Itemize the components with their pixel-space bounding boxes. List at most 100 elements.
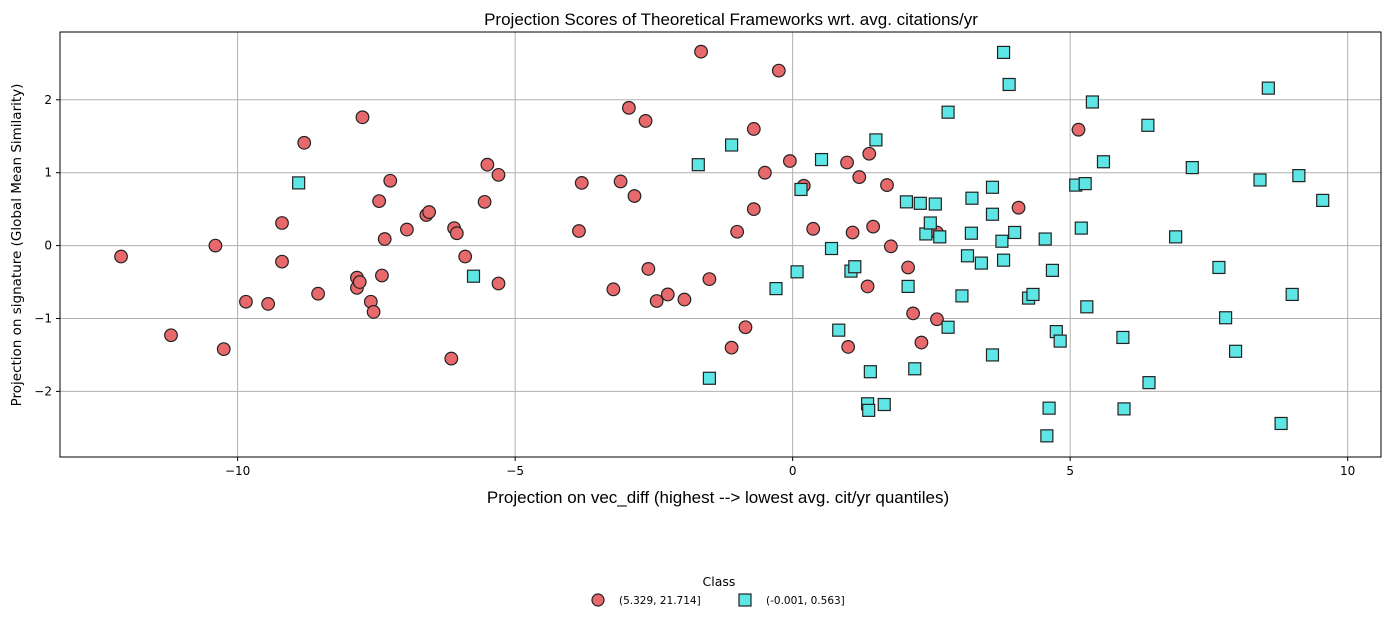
- data-point-square: [899, 195, 914, 209]
- legend: Class (5.329, 21.714] (-0.001, 0.563]: [591, 574, 845, 607]
- data-point-square: [1085, 95, 1099, 109]
- data-point-square: [1185, 160, 1199, 175]
- data-point-square: [941, 320, 955, 334]
- data-point-circle: [375, 268, 389, 283]
- data-point-square: [702, 371, 716, 385]
- data-point-square: [941, 105, 955, 119]
- y-tick-label: 1: [44, 166, 52, 180]
- data-point-square: [964, 226, 978, 240]
- data-point-square: [862, 403, 876, 417]
- data-point-square: [985, 207, 1000, 221]
- data-point-circle: [297, 135, 312, 150]
- data-point-square: [814, 152, 829, 167]
- data-point-circle: [860, 279, 875, 294]
- data-point-circle: [383, 173, 398, 188]
- data-point-square: [1285, 287, 1299, 302]
- data-point-circle: [758, 165, 772, 180]
- x-tick-label: −10: [225, 464, 250, 478]
- data-point-circle: [574, 176, 589, 190]
- y-tick-label: 0: [44, 239, 52, 253]
- data-point-circle: [883, 239, 898, 254]
- data-point-circle: [746, 122, 761, 136]
- data-point-circle: [638, 114, 653, 128]
- data-point-square: [691, 158, 705, 172]
- data-point-circle: [1011, 200, 1026, 215]
- data-point-square: [466, 269, 481, 283]
- data-point-square: [863, 365, 877, 379]
- data-point-circle: [275, 254, 289, 269]
- data-point-circle: [275, 216, 289, 230]
- data-point-circle: [352, 275, 367, 289]
- data-point-square: [1008, 225, 1022, 240]
- data-point-square: [1096, 155, 1111, 169]
- data-point-square: [794, 182, 808, 197]
- data-point-square: [913, 196, 927, 210]
- data-point-circle: [627, 189, 642, 203]
- data-point-square: [1038, 232, 1052, 246]
- data-point-circle: [724, 340, 739, 355]
- data-point-circle: [841, 340, 856, 354]
- data-point-circle: [261, 297, 276, 311]
- data-point-square: [923, 216, 937, 230]
- data-point-circle: [491, 276, 506, 291]
- x-tick-label: 0: [789, 464, 797, 478]
- data-point-circle: [840, 155, 854, 170]
- data-point-circle: [311, 286, 325, 301]
- data-point-square: [1141, 118, 1155, 132]
- data-point-circle: [771, 63, 786, 78]
- data-point-circle: [660, 287, 675, 302]
- legend-marker-low-class: [738, 593, 752, 607]
- data-point-square: [919, 227, 933, 241]
- data-point-square: [1053, 334, 1067, 348]
- data-point-circle: [649, 294, 664, 308]
- data-point-circle: [477, 194, 492, 209]
- data-point-circle: [458, 249, 473, 264]
- y-tick-label: −1: [34, 311, 52, 325]
- data-point-circle: [930, 312, 944, 327]
- data-point-square: [908, 362, 922, 376]
- data-point-circle: [355, 110, 370, 125]
- x-axis-label: Projection on vec_diff (highest --> lowe…: [487, 488, 949, 507]
- data-point-square: [1253, 173, 1267, 187]
- data-point-square: [848, 260, 862, 274]
- data-point-square: [1316, 193, 1330, 207]
- legend-marker-high-class: [591, 593, 605, 607]
- data-point-circle: [806, 221, 821, 236]
- data-point-circle: [914, 335, 929, 350]
- data-point-circle: [622, 100, 636, 115]
- data-point-circle: [400, 222, 414, 237]
- data-point-square: [832, 323, 846, 337]
- data-point-square: [901, 279, 915, 294]
- data-point-circle: [866, 219, 881, 234]
- data-points: [114, 44, 1330, 443]
- data-point-square: [1142, 376, 1156, 390]
- data-point-square: [1218, 311, 1233, 325]
- data-point-circle: [491, 167, 506, 182]
- plot-frame: [59, 31, 1382, 458]
- x-tick-label: −5: [506, 464, 524, 478]
- data-point-square: [955, 289, 969, 303]
- data-point-square: [1228, 344, 1243, 358]
- data-point-circle: [845, 225, 860, 240]
- data-point-circle: [239, 294, 253, 309]
- data-point-square: [1042, 401, 1056, 415]
- data-point-square: [869, 133, 883, 147]
- data-point-square: [1169, 230, 1183, 244]
- data-point-square: [1002, 77, 1016, 92]
- data-point-circle: [216, 342, 231, 357]
- data-point-square: [1040, 429, 1054, 443]
- data-point-square: [877, 397, 891, 412]
- data-point-circle: [901, 260, 916, 275]
- data-point-square: [1274, 416, 1288, 431]
- data-point-circle: [738, 320, 753, 335]
- data-point-circle: [366, 305, 381, 319]
- data-point-square: [824, 241, 839, 256]
- data-point-square: [996, 45, 1011, 60]
- x-tick-label: 10: [1340, 464, 1355, 478]
- data-point-circle: [613, 174, 628, 189]
- data-point-square: [960, 249, 975, 263]
- y-tick-label: −2: [34, 384, 52, 398]
- x-tick-label: 5: [1066, 464, 1074, 478]
